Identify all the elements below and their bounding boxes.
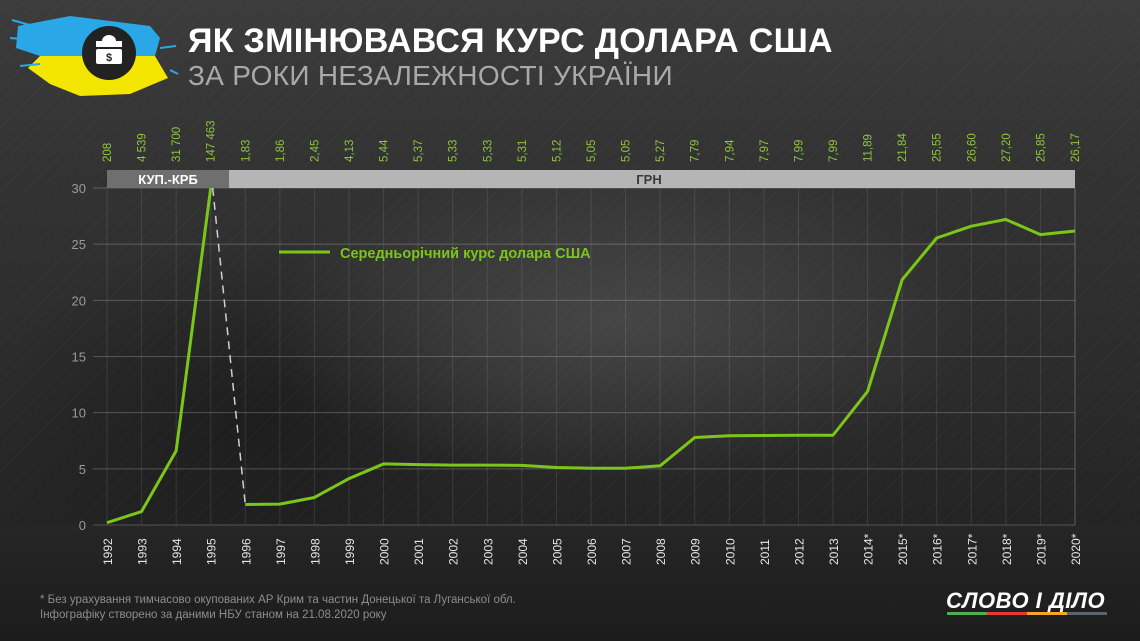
x-tick-label: 1997	[274, 538, 288, 565]
x-tick-label: 2010	[723, 538, 737, 565]
series-line	[106, 187, 1076, 525]
y-tick-label: 15	[72, 350, 86, 365]
value-label: 4,13	[344, 140, 356, 162]
value-label: 25,85	[1035, 133, 1047, 162]
value-label: 31 700	[171, 127, 183, 162]
series-karbovanets	[106, 187, 213, 525]
value-label: 5,31	[517, 140, 529, 162]
y-axis: 0 5 10 15 20 25 30	[72, 181, 86, 533]
value-label: 7,99	[793, 140, 805, 162]
x-tick-label: 2004	[516, 538, 530, 565]
x-tick-label: 2008	[654, 538, 668, 565]
band-karbovanets	[107, 170, 229, 188]
x-tick-label: 1992	[101, 538, 115, 565]
y-tick-label: 20	[72, 293, 86, 308]
brand-color-segment	[1027, 612, 1067, 615]
value-label: 5,33	[482, 140, 494, 162]
x-tick-label: 2003	[481, 538, 495, 565]
x-tick-label: 2013	[827, 538, 841, 565]
x-tick-label: 2019*	[1034, 533, 1048, 565]
x-tick-label: 1998	[308, 538, 322, 565]
x-tick-label: 2009	[689, 538, 703, 565]
x-tick-label: 2005	[550, 538, 564, 565]
value-label: 5,44	[379, 139, 391, 162]
ukraine-flag-splash-logo: $	[10, 16, 179, 96]
x-tick-label: 2001	[412, 538, 426, 565]
band-label: ГРН	[636, 172, 661, 187]
brand-color-segment	[1067, 612, 1107, 615]
value-label: 27,20	[1001, 133, 1013, 162]
x-tick-label: 2020*	[1069, 533, 1083, 565]
svg-text:$: $	[106, 52, 112, 64]
x-tick-label: 1999	[343, 538, 357, 565]
brand-color-segment	[947, 612, 987, 615]
y-tick-label: 0	[79, 518, 86, 533]
x-tick-label: 2007	[620, 538, 634, 565]
value-label: 1,86	[275, 140, 287, 162]
x-tick-label: 2012	[792, 538, 806, 565]
money-chest-icon: $	[96, 35, 122, 64]
value-label: 7,99	[828, 140, 840, 162]
x-tick-label: 2018*	[1000, 533, 1014, 565]
x-tick-label: 2017*	[965, 533, 979, 565]
x-tick-label: 1996	[239, 538, 253, 565]
value-label: 21,84	[897, 133, 909, 162]
value-label: 7,97	[759, 140, 771, 162]
redenomination-dashed-line	[211, 187, 247, 505]
value-label: 1,83	[240, 140, 252, 162]
x-axis: 1992 1993 1994 1995 1996 1997 1998 1999 2000 2001…	[101, 533, 1083, 565]
value-labels: 208 4 539 31 700 147 463 1,83 1,86 2,45 4,13 5,4…	[102, 120, 1082, 162]
value-label: 26,17	[1070, 133, 1082, 162]
footnote-source: Інфографіку створено за даними НБУ стано…	[40, 609, 387, 621]
brand-color-segment	[987, 612, 1027, 615]
value-label: 4 539	[137, 133, 149, 162]
footnote-occupied-territories: * Без урахування тимчасово окупованих АР…	[40, 594, 516, 606]
bottom-band	[0, 525, 1140, 641]
value-label: 25,55	[932, 133, 944, 162]
x-tick-label: 2000	[378, 538, 392, 565]
x-tick-label: 1993	[136, 538, 150, 565]
x-tick-label: 2011	[758, 539, 772, 565]
brand-color-bar	[947, 612, 1107, 615]
currency-period-band: КУП.-КРБ ГРН	[107, 170, 1075, 188]
value-label: 7,79	[690, 140, 702, 162]
band-label: КУП.-КРБ	[138, 172, 198, 187]
x-tick-label: 2016*	[931, 533, 945, 565]
brand-logo: СЛОВО І ДІЛО	[946, 588, 1106, 613]
series-hryvnia	[245, 217, 1076, 506]
band-hryvnia	[229, 170, 1075, 188]
y-tick-label: 10	[72, 406, 86, 421]
x-tick-label: 1995	[205, 538, 219, 565]
value-label: 5,37	[413, 140, 425, 162]
grid-lines	[93, 187, 1076, 526]
value-label: 147 463	[206, 120, 218, 162]
footnote: * Без урахування тимчасово окупованих АР…	[40, 593, 516, 623]
page-title: ЯК ЗМІНЮВАВСЯ КУРС ДОЛАРА США	[188, 22, 833, 60]
y-tick-label: 30	[72, 181, 86, 196]
x-tick-label: 2015*	[896, 533, 910, 565]
y-tick-label: 25	[72, 237, 86, 252]
value-label: 5,33	[448, 140, 460, 162]
value-label: 5,12	[551, 140, 563, 162]
x-tick-label: 1994	[170, 538, 184, 565]
value-label: 208	[102, 143, 114, 162]
value-label: 26,60	[966, 133, 978, 162]
value-label: 7,94	[724, 139, 736, 162]
value-label: 2,45	[309, 140, 321, 162]
value-label: 5,05	[586, 140, 598, 162]
value-label: 5,27	[655, 140, 667, 162]
legend-label: Середньорічний курс долара США	[340, 246, 591, 262]
value-label: 11,89	[863, 134, 875, 162]
x-tick-label: 2002	[447, 538, 461, 565]
page-subtitle: ЗА РОКИ НЕЗАЛЕЖНОСТІ УКРАЇНИ	[188, 60, 673, 91]
y-tick-label: 5	[79, 462, 86, 477]
x-tick-label: 2006	[585, 538, 599, 565]
value-label: 5,05	[621, 140, 633, 162]
x-tick-label: 2014*	[862, 533, 876, 565]
legend: Середньорічний курс долара США	[279, 246, 591, 262]
